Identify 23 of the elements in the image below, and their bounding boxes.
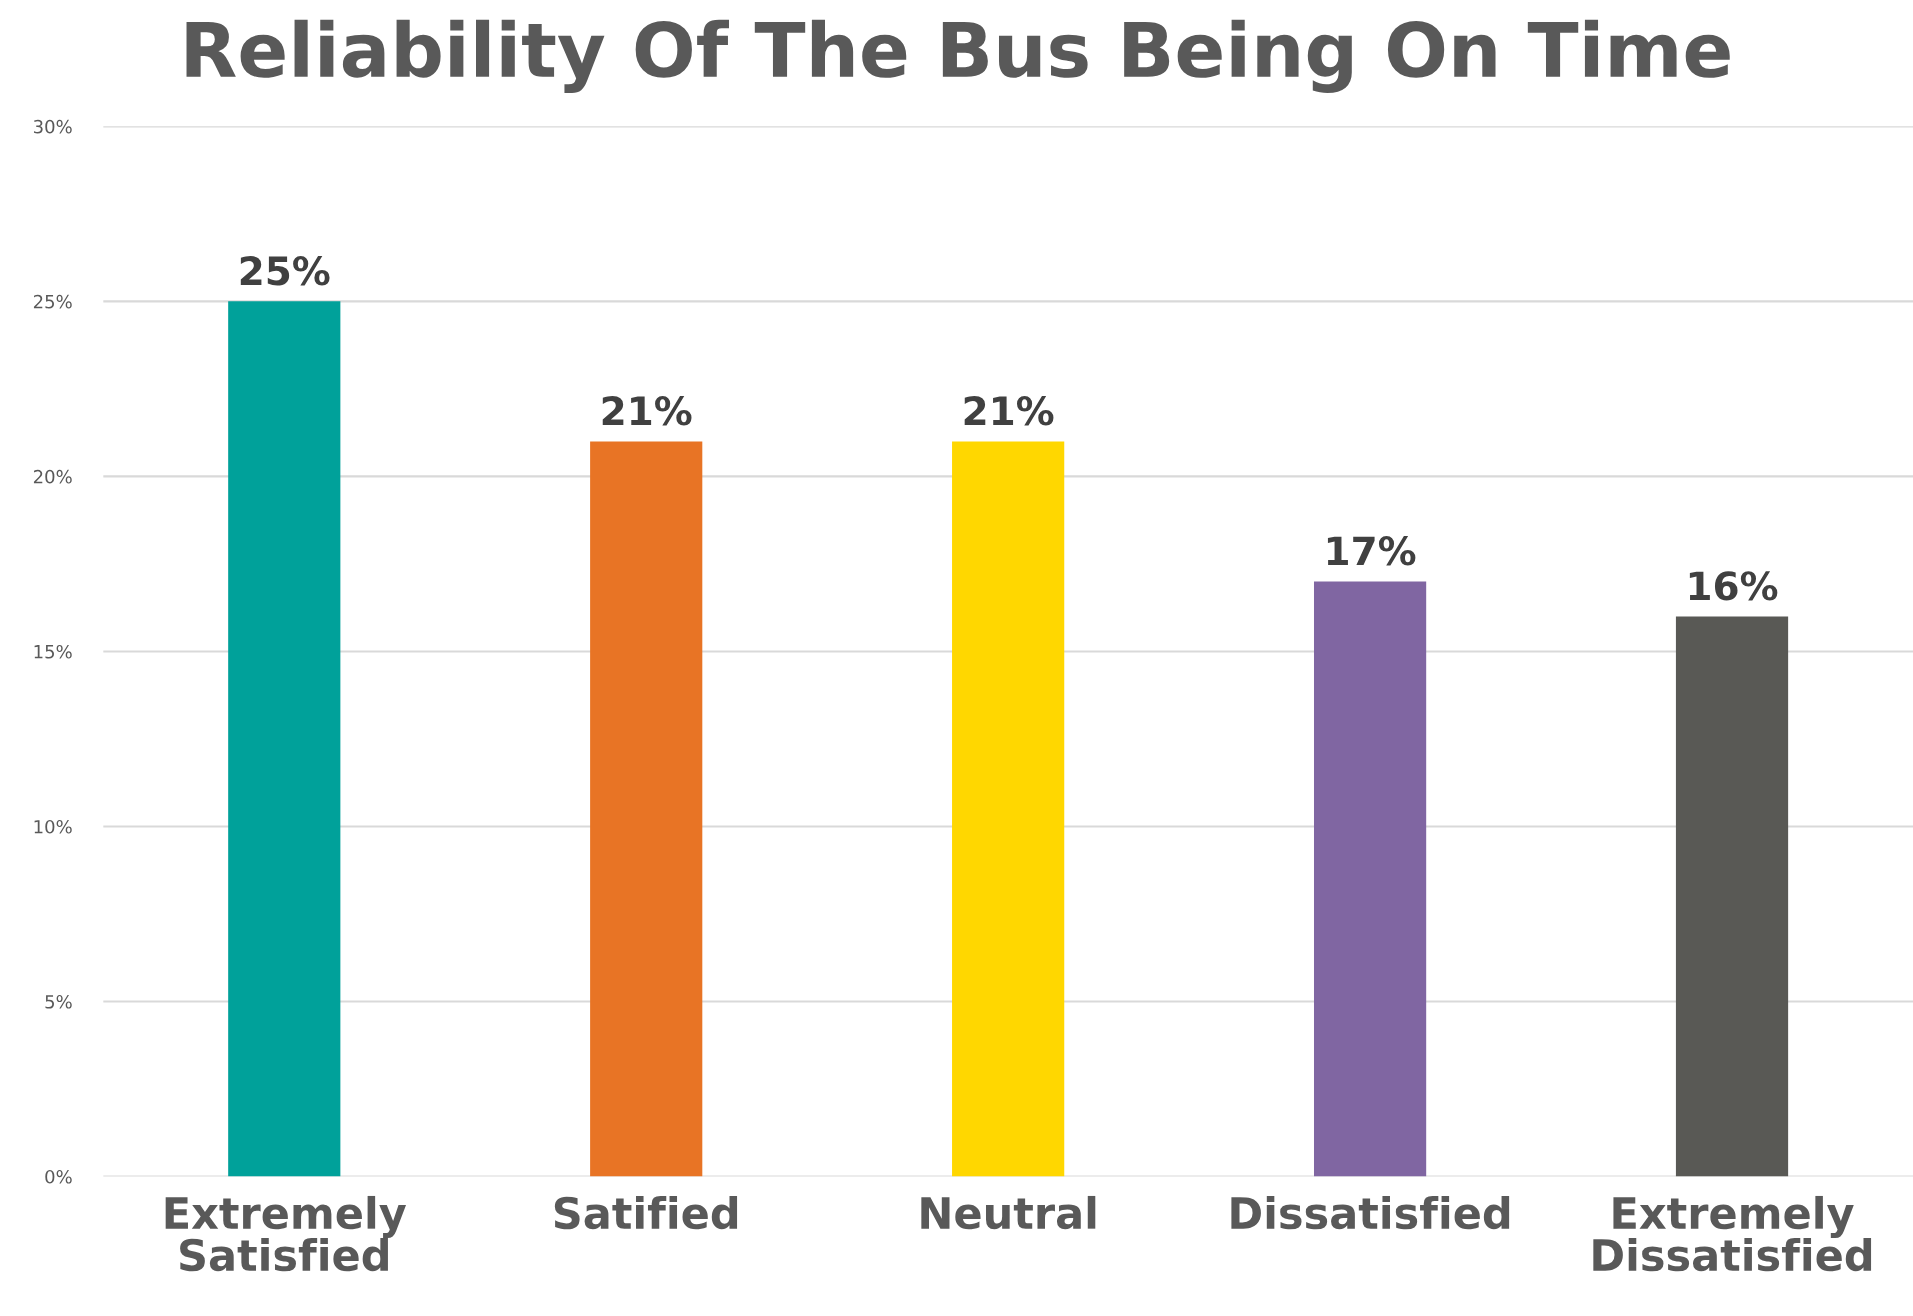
data-label: 17% <box>1327 536 1416 566</box>
x-tick-label: Extremely Dissatisfied <box>1593 1195 1872 1272</box>
data-label: 21% <box>964 396 1054 426</box>
bar <box>228 301 341 1177</box>
x-tick-label: Satified <box>554 1195 738 1230</box>
bar <box>1313 581 1427 1177</box>
data-label: 16% <box>1689 571 1778 601</box>
data-label: 25% <box>240 256 330 286</box>
y-tick-label: 5% <box>45 994 72 1009</box>
chart-title: Reliability Of The Bus Being On Time <box>186 19 1730 93</box>
x-tick-label: Extremely Satisfied <box>165 1195 407 1272</box>
y-tick-label: 25% <box>33 294 72 309</box>
y-tick-label: 20% <box>33 469 72 484</box>
y-tick-label: 15% <box>34 644 72 659</box>
x-tick-label: Dissatisfied <box>1231 1195 1510 1230</box>
y-tick-label: 10% <box>34 819 72 834</box>
bar <box>952 441 1065 1177</box>
y-tick-label: 0% <box>45 1169 72 1184</box>
bar <box>1675 616 1789 1177</box>
data-label: 21% <box>602 396 692 426</box>
x-tick-label: Neutral <box>921 1195 1096 1230</box>
y-tick-label: 30% <box>33 119 72 134</box>
bar <box>590 441 703 1177</box>
